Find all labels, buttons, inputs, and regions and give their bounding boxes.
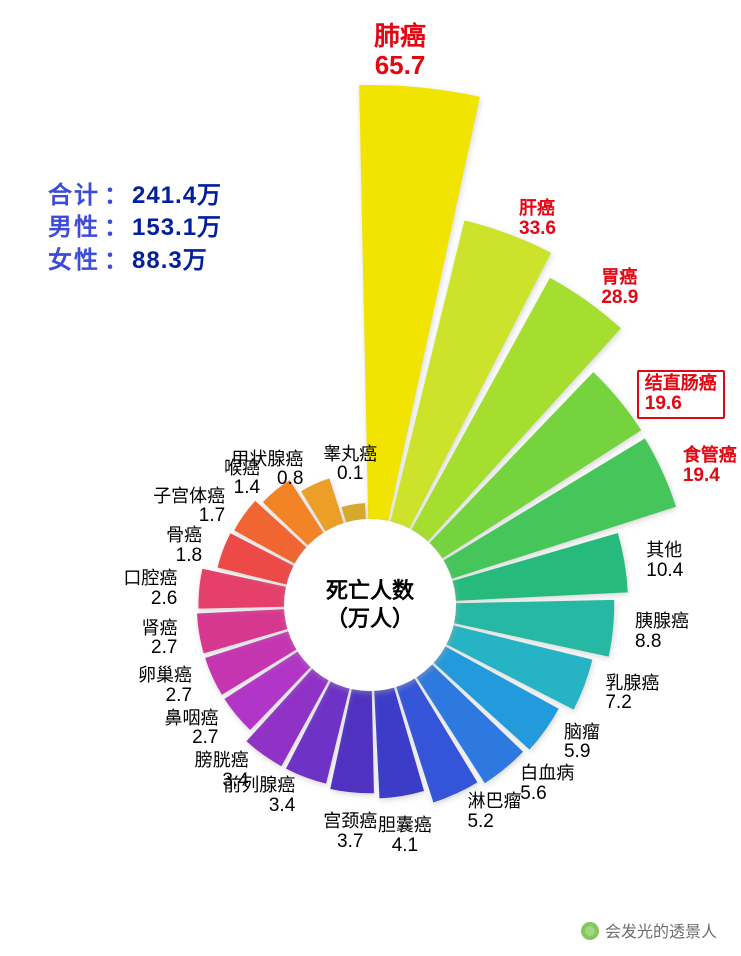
totals-label: 男性 (48, 214, 100, 241)
watermark: 会发光的透景人 (581, 918, 717, 942)
totals-row-total: 合计：241.4万 (48, 180, 222, 212)
totals-label: 合计 (48, 182, 100, 209)
totals-value: 241.4万 (132, 182, 222, 209)
totals-value: 88.3万 (132, 247, 208, 274)
center-disk (284, 519, 456, 691)
totals-row-male: 男性：153.1万 (48, 212, 222, 244)
totals-block: 合计：241.4万 男性：153.1万 女性：88.3万 (48, 180, 222, 277)
watermark-text: 会发光的透景人 (605, 924, 717, 941)
chart-container: 合计：241.4万 男性：153.1万 女性：88.3万 会发光的透景人 肺癌6… (0, 0, 741, 956)
totals-label: 女性 (48, 247, 100, 274)
totals-row-female: 女性：88.3万 (48, 245, 222, 277)
polar-bar-chart (0, 0, 741, 956)
wechat-icon (581, 922, 599, 940)
totals-value: 153.1万 (132, 214, 222, 241)
